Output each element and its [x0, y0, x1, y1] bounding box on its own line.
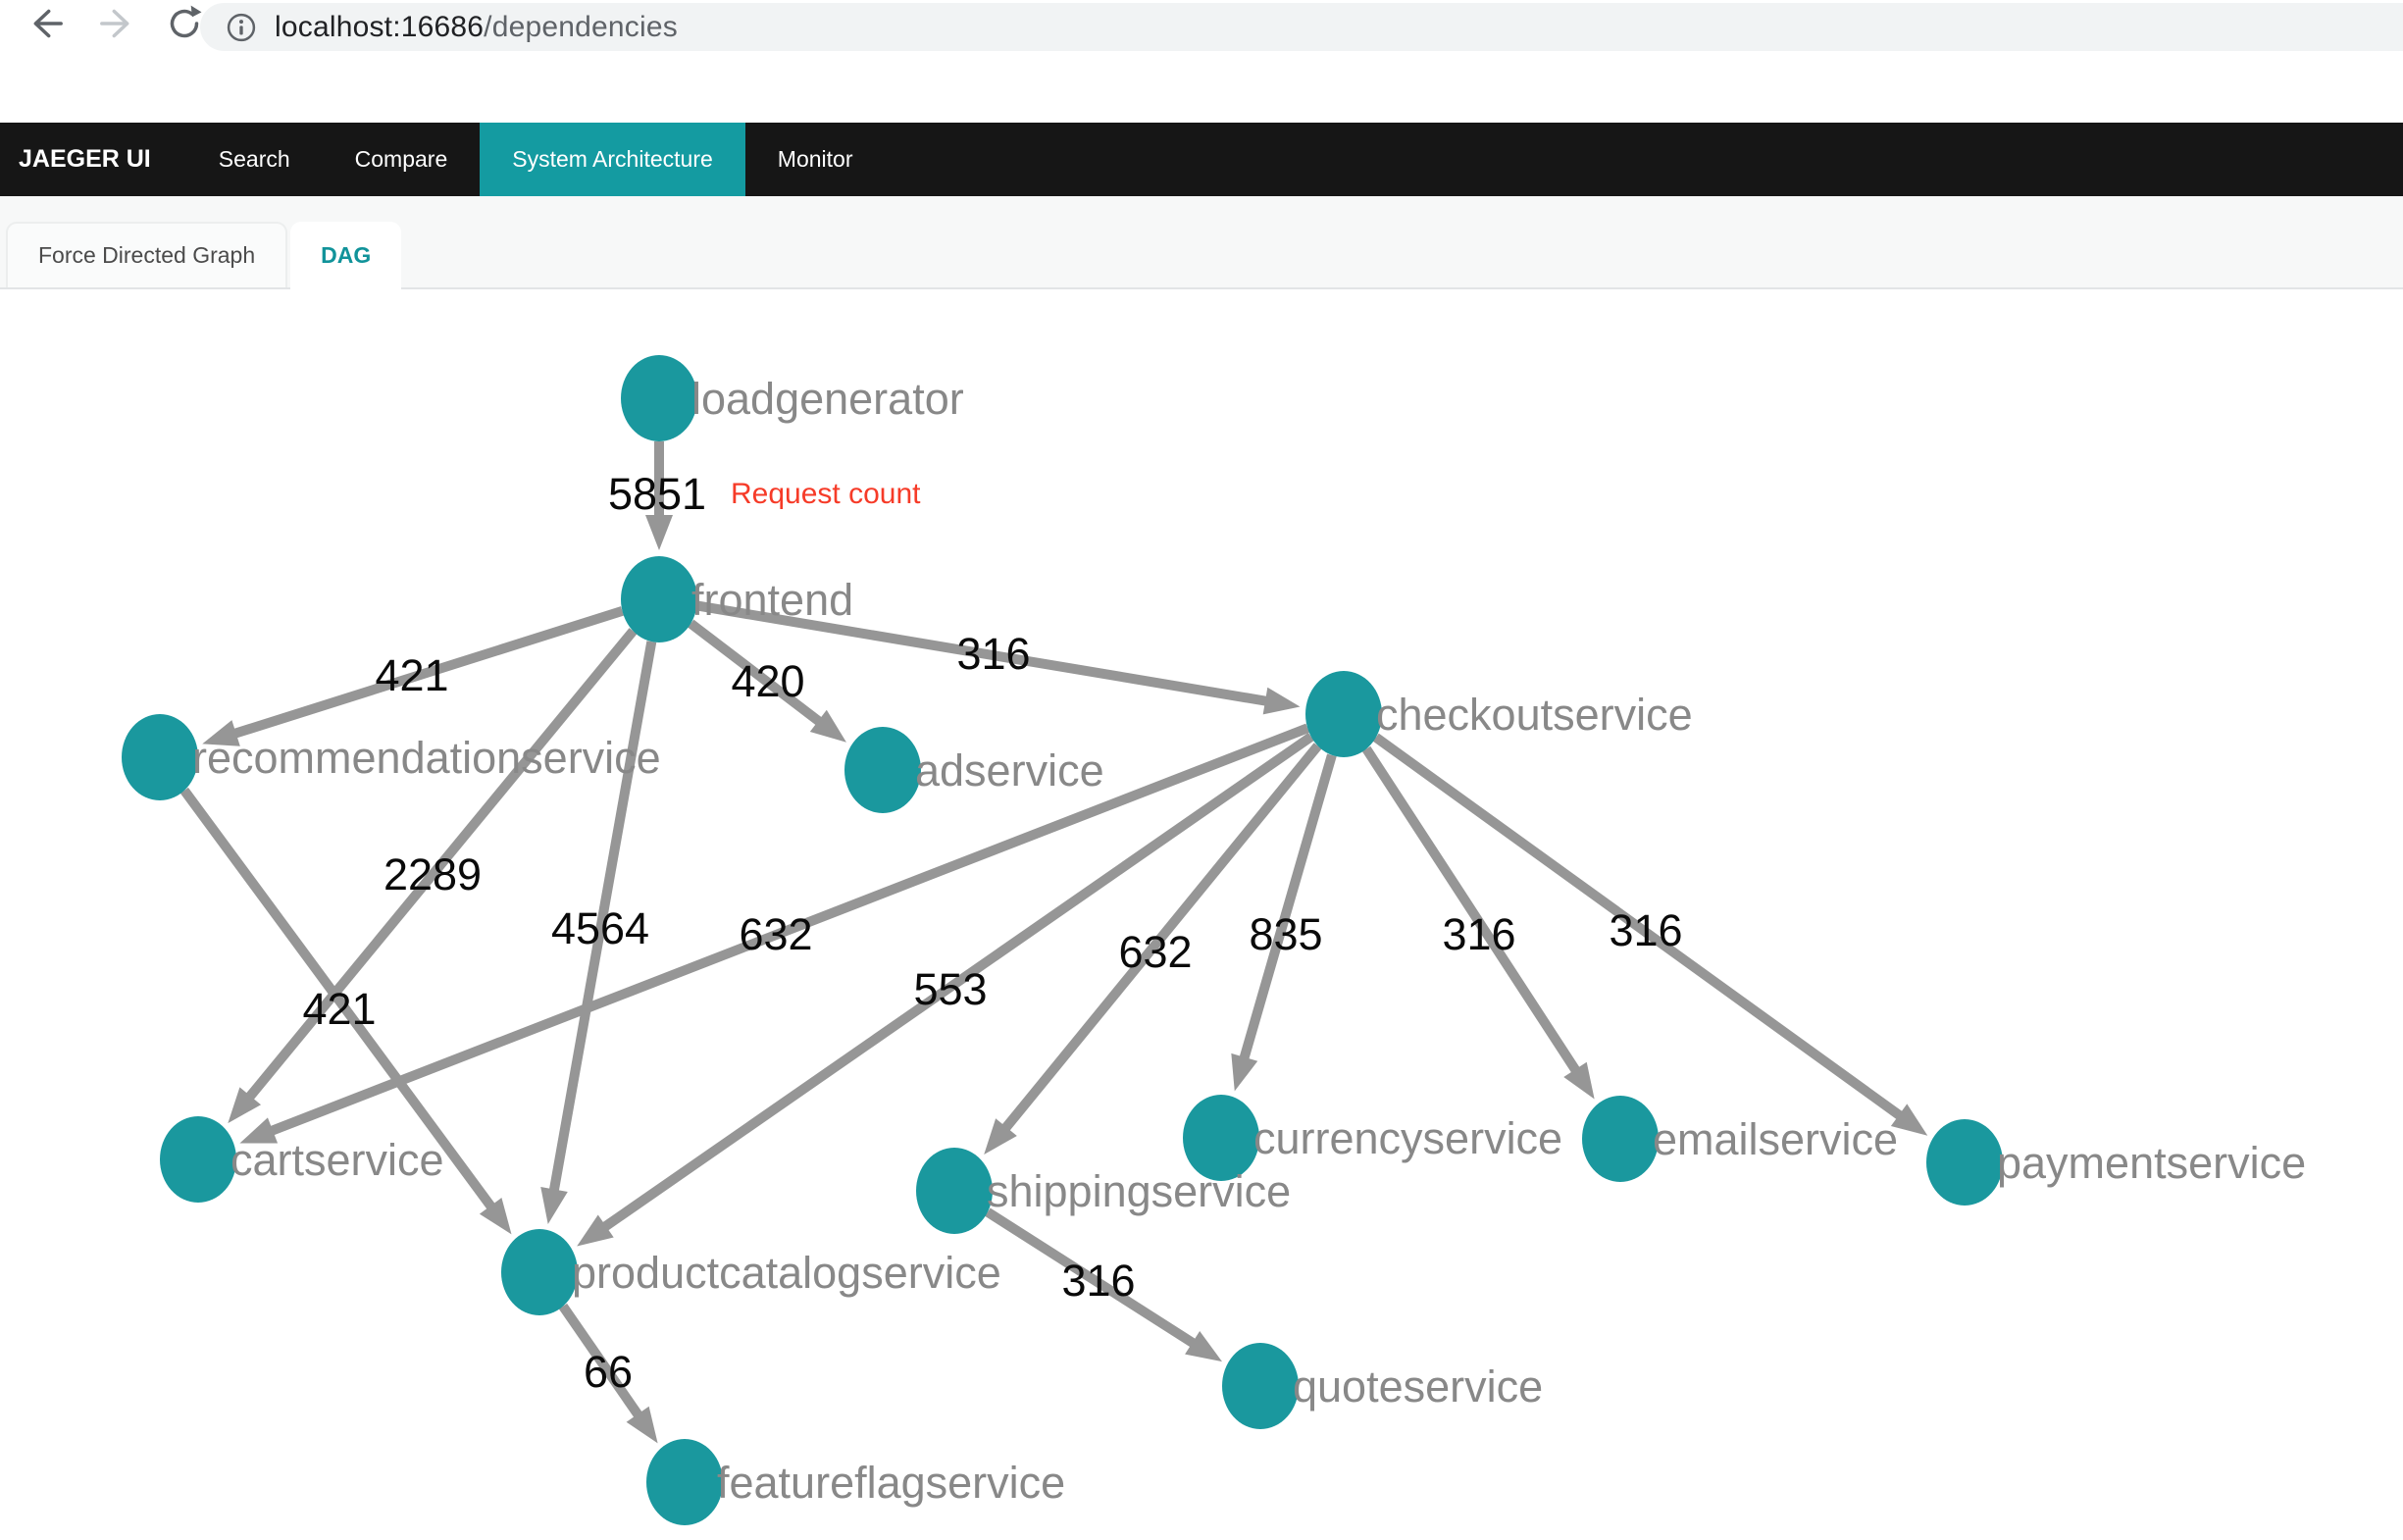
service-node-productcatalogservice[interactable] — [501, 1229, 578, 1315]
arrowhead-icon — [1563, 1061, 1595, 1100]
service-label-quoteservice: quoteservice — [1293, 1361, 1543, 1412]
service-label-adservice: adservice — [915, 745, 1104, 796]
edge-shippingservice-to-quoteservice — [985, 1207, 1199, 1350]
edge-count-frontend-to-checkoutservice: 316 — [956, 629, 1030, 679]
service-node-featureflagservice[interactable] — [646, 1439, 723, 1525]
service-label-frontend: frontend — [691, 575, 853, 625]
edge-count-frontend-to-productcatalogservice: 4564 — [551, 903, 649, 953]
edge-frontend-to-productcatalogservice — [548, 641, 657, 1195]
arrowhead-icon — [202, 720, 240, 746]
arrowhead-icon — [984, 1118, 1017, 1155]
service-node-checkoutservice[interactable] — [1305, 671, 1382, 757]
browser-toolbar: localhost:16686/dependencies — [0, 0, 2403, 123]
service-label-paymentservice: paymentservice — [1997, 1138, 2306, 1188]
edge-count-frontend-to-cartservice: 2289 — [383, 849, 482, 899]
arrowhead-icon — [239, 1117, 279, 1144]
service-label-emailservice: emailservice — [1653, 1114, 1898, 1164]
service-node-loadgenerator[interactable] — [621, 355, 697, 441]
arrowhead-icon — [1185, 1330, 1222, 1362]
url-host: localhost:16686 — [275, 10, 485, 43]
edge-checkoutservice-to-cartservice — [267, 723, 1309, 1137]
dependency-graph-canvas[interactable]: loadgenerator frontend recommendationservi… — [0, 289, 2403, 1540]
arrowhead-icon — [809, 709, 846, 743]
edge-frontend-to-checkoutservice — [695, 600, 1270, 707]
service-label-featureflagservice: featureflagservice — [717, 1458, 1065, 1508]
url-path: /dependencies — [484, 10, 678, 43]
service-label-currencyservice: currencyservice — [1253, 1113, 1562, 1163]
service-label-recommendationservice: recommendationservice — [192, 733, 661, 783]
nav-item-search[interactable]: Search — [218, 146, 290, 172]
edge-count-checkoutservice-to-productcatalogservice: 553 — [913, 964, 987, 1014]
architecture-tabbar: Force Directed Graph DAG — [0, 196, 2403, 289]
tab-dag[interactable]: DAG — [290, 222, 402, 289]
edge-count-checkoutservice-to-cartservice: 632 — [739, 909, 812, 959]
arrowhead-icon — [626, 1406, 658, 1444]
edge-checkoutservice-to-currencyservice — [1238, 753, 1337, 1063]
edge-frontend-to-recommendationservice — [230, 606, 624, 740]
service-node-emailservice[interactable] — [1582, 1096, 1659, 1182]
arrowhead-icon — [1262, 687, 1301, 715]
edge-recommendationservice-to-productcatalogservice — [179, 787, 497, 1212]
edge-productcatalogservice-to-featureflagservice — [558, 1303, 644, 1420]
jaeger-navbar: JAEGER UI Search Compare System Architec… — [0, 123, 2403, 196]
service-node-currencyservice[interactable] — [1183, 1095, 1259, 1181]
edge-checkoutservice-to-shippingservice — [999, 743, 1322, 1134]
service-node-quoteservice[interactable] — [1222, 1343, 1299, 1429]
service-node-frontend[interactable] — [621, 556, 697, 642]
tab-force-directed-graph[interactable]: Force Directed Graph — [6, 222, 288, 287]
service-node-paymentservice[interactable] — [1926, 1119, 2003, 1206]
service-label-checkoutservice: checkoutservice — [1376, 690, 1693, 740]
edge-checkoutservice-to-productcatalogservice — [599, 732, 1314, 1233]
service-label-productcatalogservice: productcatalogservice — [572, 1248, 1001, 1298]
edge-count-recommendationservice-to-productcatalogservice: 421 — [302, 984, 376, 1034]
nav-item-compare[interactable]: Compare — [354, 146, 448, 172]
dependency-dag: loadgenerator frontend recommendationservi… — [122, 355, 2306, 1525]
edge-count-shippingservice-to-quoteservice: 316 — [1061, 1256, 1135, 1306]
nav-item-monitor[interactable]: Monitor — [777, 146, 853, 172]
forward-button[interactable] — [94, 4, 137, 47]
request-count-legend: Request count — [731, 478, 921, 510]
edge-checkoutservice-to-emailservice — [1361, 745, 1582, 1076]
edge-count-checkoutservice-to-shippingservice: 632 — [1118, 927, 1192, 977]
service-label-loadgenerator: loadgenerator — [691, 374, 964, 424]
back-icon — [27, 4, 67, 48]
edge-count-productcatalogservice-to-featureflagservice: 66 — [584, 1347, 633, 1397]
edge-checkoutservice-to-paymentservice — [1372, 733, 1906, 1122]
arrowhead-icon — [577, 1214, 614, 1247]
back-button[interactable] — [26, 4, 69, 47]
arrowhead-icon — [479, 1198, 512, 1235]
arrowhead-icon — [228, 1087, 262, 1124]
nav-item-system-architecture[interactable]: System Architecture — [480, 123, 745, 196]
arrowhead-icon — [1890, 1104, 1928, 1136]
service-node-recommendationservice[interactable] — [122, 714, 198, 800]
edge-frontend-to-adservice — [688, 619, 825, 728]
url-bar[interactable]: localhost:16686/dependencies — [200, 3, 2403, 51]
edge-count-frontend-to-recommendationservice: 421 — [375, 650, 448, 700]
edge-count-frontend-to-adservice: 420 — [731, 656, 804, 706]
edge-count-checkoutservice-to-currencyservice: 835 — [1249, 909, 1322, 959]
arrowhead-icon — [1231, 1052, 1258, 1092]
edge-frontend-to-cartservice — [243, 628, 638, 1103]
edge-count-checkoutservice-to-paymentservice: 316 — [1609, 905, 1682, 955]
page-info-icon[interactable] — [222, 8, 261, 47]
service-label-shippingservice: shippingservice — [987, 1166, 1291, 1216]
edge-count-checkoutservice-to-emailservice: 316 — [1442, 909, 1515, 959]
reload-icon — [165, 4, 204, 48]
jaeger-logo[interactable]: JAEGER UI — [19, 145, 151, 173]
service-node-cartservice[interactable] — [160, 1116, 236, 1203]
service-node-adservice[interactable] — [844, 727, 921, 813]
service-node-shippingservice[interactable] — [916, 1148, 993, 1234]
arrowhead-icon — [540, 1187, 568, 1224]
reload-button[interactable] — [163, 4, 206, 47]
edge-count-loadgenerator-to-frontend: 5851 — [608, 469, 706, 519]
forward-icon — [96, 4, 135, 48]
url-text: localhost:16686/dependencies — [275, 11, 678, 44]
service-label-cartservice: cartservice — [230, 1135, 444, 1185]
arrowhead-icon — [645, 515, 673, 550]
